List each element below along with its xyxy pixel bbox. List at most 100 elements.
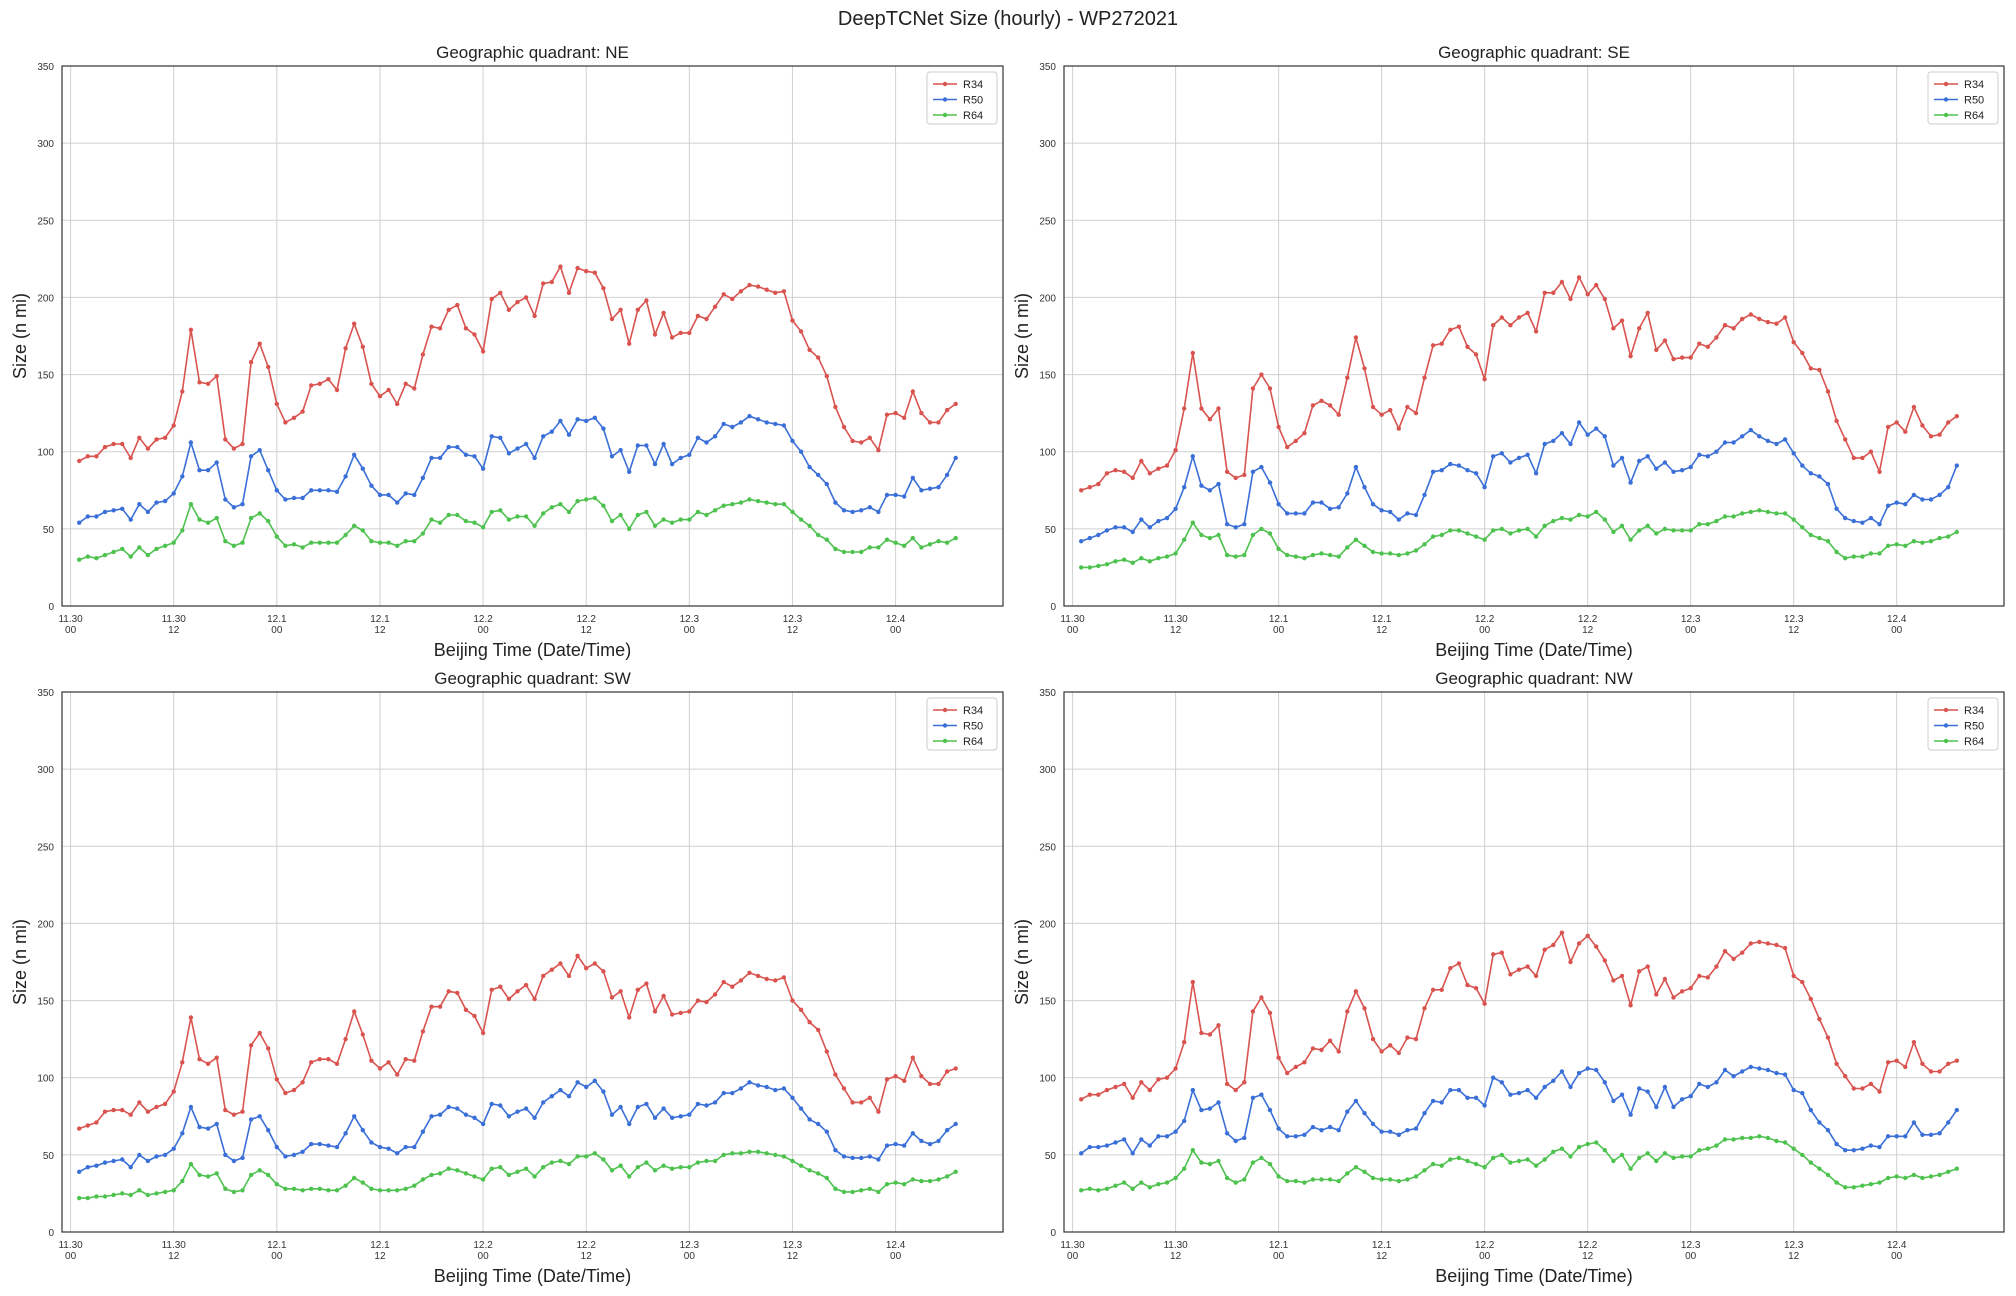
data-point-r50: [1096, 532, 1101, 538]
data-point-r34: [1714, 335, 1719, 340]
data-point-r50: [266, 468, 271, 473]
data-point-r64: [798, 1163, 804, 1168]
data-point-r64: [523, 514, 529, 519]
legend-label: R50: [963, 95, 983, 107]
legend-label: R34: [1964, 705, 1984, 717]
data-point-r50: [1388, 509, 1393, 515]
data-point-r64: [1885, 1175, 1891, 1181]
data-point-r34: [128, 1112, 133, 1117]
data-point-r50: [1748, 427, 1754, 433]
data-point-r50: [489, 434, 494, 439]
data-point-r64: [1267, 531, 1273, 536]
data-point-r50: [214, 1121, 219, 1127]
data-point-r64: [1705, 522, 1711, 527]
series-line-r64: [1081, 1135, 1958, 1192]
data-point-r50: [738, 1086, 744, 1091]
x-tick-label: 12.4: [886, 1240, 906, 1251]
y-tick-label: 0: [1050, 602, 1056, 613]
data-point-r34: [1096, 481, 1101, 487]
data-point-r34: [1302, 431, 1307, 436]
data-point-r64: [730, 1151, 735, 1156]
x-tick-label: 00: [1891, 1251, 1903, 1262]
data-point-r64: [223, 1186, 228, 1192]
data-point-r64: [1662, 1151, 1668, 1156]
data-point-r64: [1679, 1154, 1685, 1159]
data-point-r34: [360, 1032, 365, 1037]
data-point-r34: [1482, 377, 1487, 382]
y-tick-label: 150: [1039, 997, 1056, 1008]
data-point-r34: [1911, 404, 1917, 410]
data-point-r34: [893, 410, 898, 416]
data-point-r50: [1242, 1135, 1247, 1141]
data-point-r50: [1139, 517, 1144, 522]
data-point-r64: [386, 1188, 391, 1193]
data-point-r50: [747, 414, 752, 419]
axes-frame: [61, 691, 1004, 1233]
data-point-r64: [420, 1177, 426, 1182]
series-line-r64: [1081, 509, 1958, 569]
data-point-r50: [1731, 1074, 1736, 1079]
series-line-r34: [1080, 930, 1958, 1101]
data-point-r50: [738, 420, 744, 425]
data-point-r64: [1405, 1177, 1410, 1182]
data-point-r64: [283, 1186, 288, 1192]
data-point-r34: [1740, 950, 1745, 955]
data-point-r64: [463, 518, 469, 524]
data-point-r64: [1782, 511, 1788, 516]
data-point-r50: [893, 492, 898, 498]
data-point-r50: [1491, 454, 1496, 459]
data-point-r34: [343, 346, 348, 351]
data-point-r64: [1079, 565, 1084, 570]
data-point-r50: [575, 417, 580, 422]
data-point-r50: [429, 455, 434, 461]
data-point-r34: [1456, 961, 1462, 966]
data-point-r34: [764, 976, 769, 982]
data-point-r34: [1121, 469, 1127, 474]
data-point-r50: [678, 455, 683, 461]
x-tick-label: 12: [787, 625, 799, 636]
data-point-r64: [1250, 1160, 1256, 1165]
data-point-r34: [773, 978, 778, 983]
data-point-r34: [833, 1072, 838, 1077]
data-point-r34: [1242, 1080, 1247, 1085]
chart-panel-2: 05010015020025030035011.300011.301212.10…: [10, 669, 1004, 1286]
data-point-r50: [506, 1114, 512, 1119]
data-point-r50: [145, 509, 151, 515]
data-point-r50: [919, 1138, 924, 1144]
data-point-r50: [420, 1129, 426, 1134]
data-point-r34: [369, 1058, 374, 1063]
data-point-r64: [1199, 1160, 1204, 1165]
data-point-r34: [541, 281, 546, 286]
data-point-r34: [1285, 444, 1290, 450]
y-axis-label: Size (n mi): [1012, 293, 1032, 379]
data-point-r34: [1645, 310, 1650, 316]
data-point-r34: [747, 970, 752, 975]
x-tick-label: 12: [1376, 1251, 1388, 1262]
data-point-r50: [137, 1152, 142, 1158]
legend-label: R50: [1964, 721, 1984, 733]
data-point-r34: [403, 1057, 408, 1062]
data-point-r34: [498, 984, 503, 989]
data-point-r34: [764, 287, 769, 292]
data-point-r64: [437, 520, 443, 525]
data-point-r50: [1448, 1087, 1453, 1093]
data-point-r34: [1645, 964, 1650, 969]
y-tick-label: 0: [48, 1228, 54, 1239]
data-point-r50: [1825, 1128, 1831, 1133]
data-point-r64: [352, 1175, 357, 1181]
data-point-r34: [1379, 1049, 1384, 1054]
data-point-r34: [1516, 315, 1522, 320]
data-point-r50: [1362, 1111, 1367, 1116]
data-point-r64: [1113, 559, 1118, 564]
data-point-r64: [1293, 554, 1299, 559]
data-point-r50: [1413, 512, 1419, 518]
y-tick-label: 100: [37, 1074, 54, 1085]
y-tick-label: 50: [1045, 525, 1057, 536]
data-point-r34: [919, 410, 924, 416]
data-point-r34: [824, 373, 829, 379]
data-point-r50: [1079, 1151, 1084, 1156]
data-point-r64: [893, 1180, 898, 1185]
data-point-r34: [1637, 326, 1642, 331]
data-point-r64: [790, 1158, 795, 1164]
data-point-r64: [197, 1172, 202, 1178]
